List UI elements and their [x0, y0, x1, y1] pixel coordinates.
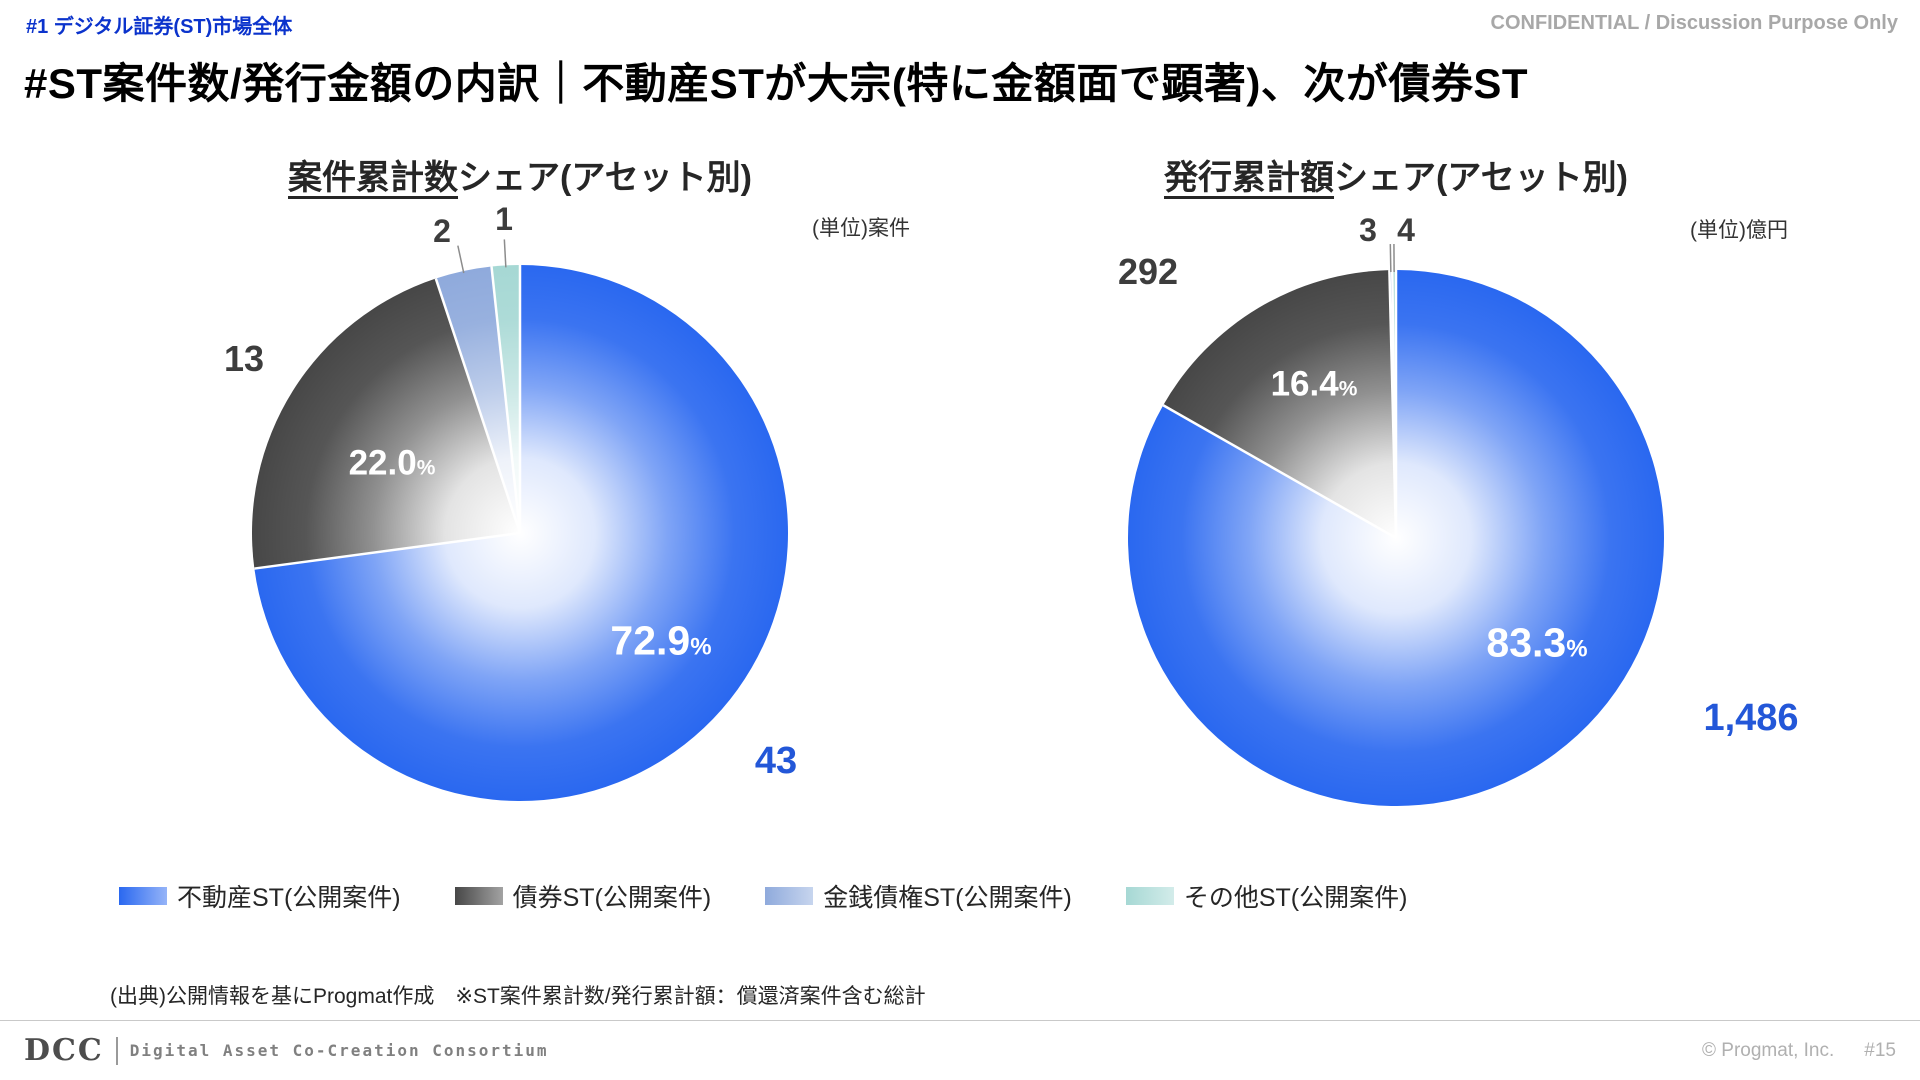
issued-amount-receivable-value-label: 3 [1359, 212, 1377, 248]
footer-right: © Progmat, Inc. #15 [1702, 1040, 1896, 1062]
issued-amount-realestate-value-label: 1,486 [1703, 697, 1799, 739]
deal-count-chart-title-rest: シェア(アセット別) [458, 159, 752, 197]
deal-count-bond-pct-value: 22.0 [348, 443, 417, 483]
issued-amount-unit-label: (単位)億円 [1690, 219, 1788, 242]
issued-amount-chart-title-rest: シェア(アセット別) [1334, 159, 1628, 197]
deal-count-pie-svg [252, 239, 788, 801]
legend-item-other: その他ST(公開案件) [1125, 878, 1408, 914]
slide-footer: DCC Digital Asset Co-Creation Consortium… [0, 1020, 1920, 1080]
deal-count-other-value-label: 1 [495, 201, 513, 237]
deal-count-unit-label: (単位)案件 [812, 217, 910, 240]
deal-count-chart-title-underlined: 案件累計数 [288, 159, 459, 197]
legend-label-realestate: 不動産ST(公開案件) [177, 884, 401, 912]
dcc-logo-divider [115, 1036, 118, 1065]
copyright-label: © Progmat, Inc. [1702, 1039, 1835, 1061]
deal-count-realestate-pct-value: 72.9 [610, 617, 691, 664]
issued-amount-bond-pct-sign: % [1338, 377, 1358, 401]
deal-count-chart-title: 案件累計数シェア(アセット別) [220, 150, 820, 199]
dcc-logo-subtitle: Digital Asset Co-Creation Consortium [129, 1041, 549, 1060]
legend-item-bond: 債券ST(公開案件) [454, 878, 712, 914]
issued-amount-bond-pct-label: 16.4% [1271, 367, 1358, 402]
legend-label-other: その他ST(公開案件) [1183, 884, 1408, 912]
pie-chart-deal-count: 72.9% 22.0% 43 13 2 1 [220, 203, 820, 833]
issued-amount-chart-title: 発行累計額シェア(アセット別) [1096, 150, 1696, 199]
deal-count-realestate-value-label: 43 [754, 740, 798, 782]
dcc-logo-main: DCC [24, 1033, 104, 1068]
source-footnote: (出典)公開情報を基にProgmat作成 ※ST案件累計数/発行累計額：償還済案… [110, 985, 926, 1008]
deal-count-realestate-pct-sign: % [690, 633, 712, 661]
page-title: #ST案件数/発行金額の内訳｜不動産STが大宗(特に金額面で顕著)、次が債券ST [24, 60, 1529, 107]
confidential-label: CONFIDENTIAL / Discussion Purpose Only [1490, 12, 1898, 34]
issued-amount-realestate-pct-value: 83.3 [1486, 619, 1567, 666]
legend-label-receivable: 金銭債権ST(公開案件) [823, 884, 1072, 912]
issued-amount-bond-value-label: 292 [1117, 251, 1179, 292]
issued-amount-pie-svg [1128, 244, 1664, 806]
issued-amount-other-value-label: 4 [1397, 212, 1415, 248]
legend-swatch-other [1125, 887, 1174, 905]
legend-swatch-bond [454, 887, 503, 905]
legend-swatch-realestate [119, 887, 167, 905]
issued-amount-realestate-pct-label: 83.3% [1486, 619, 1588, 666]
chart-legend: 不動産ST(公開案件) 債券ST(公開案件) 金銭債権ST(公開案件) その他S… [119, 878, 1407, 914]
slide-tag: #1 デジタル証券(ST)市場全体 [26, 16, 293, 38]
dcc-logo: DCC Digital Asset Co-Creation Consortium [24, 1033, 549, 1068]
issued-amount-bond-pct-value: 16.4 [1270, 364, 1339, 404]
legend-item-receivable: 金銭債権ST(公開案件) [765, 878, 1072, 914]
legend-swatch-receivable [765, 887, 814, 905]
deal-count-bond-pct-label: 22.0% [349, 446, 436, 481]
pie-chart-issued-amount: 83.3% 16.4% 1,486 292 3 4 [1096, 214, 1799, 838]
issued-amount-realestate-pct-sign: % [1566, 635, 1588, 663]
legend-label-bond: 債券ST(公開案件) [512, 884, 712, 912]
deal-count-receivable-value-label: 2 [433, 213, 451, 249]
legend-item-realestate: 不動産ST(公開案件) [119, 878, 401, 914]
page-number: #15 [1864, 1039, 1896, 1061]
issued-amount-chart-title-underlined: 発行累計額 [1164, 159, 1335, 197]
deal-count-bond-pct-sign: % [416, 456, 436, 480]
deal-count-bond-value-label: 13 [223, 338, 265, 379]
deal-count-realestate-pct-label: 72.9% [610, 617, 712, 664]
